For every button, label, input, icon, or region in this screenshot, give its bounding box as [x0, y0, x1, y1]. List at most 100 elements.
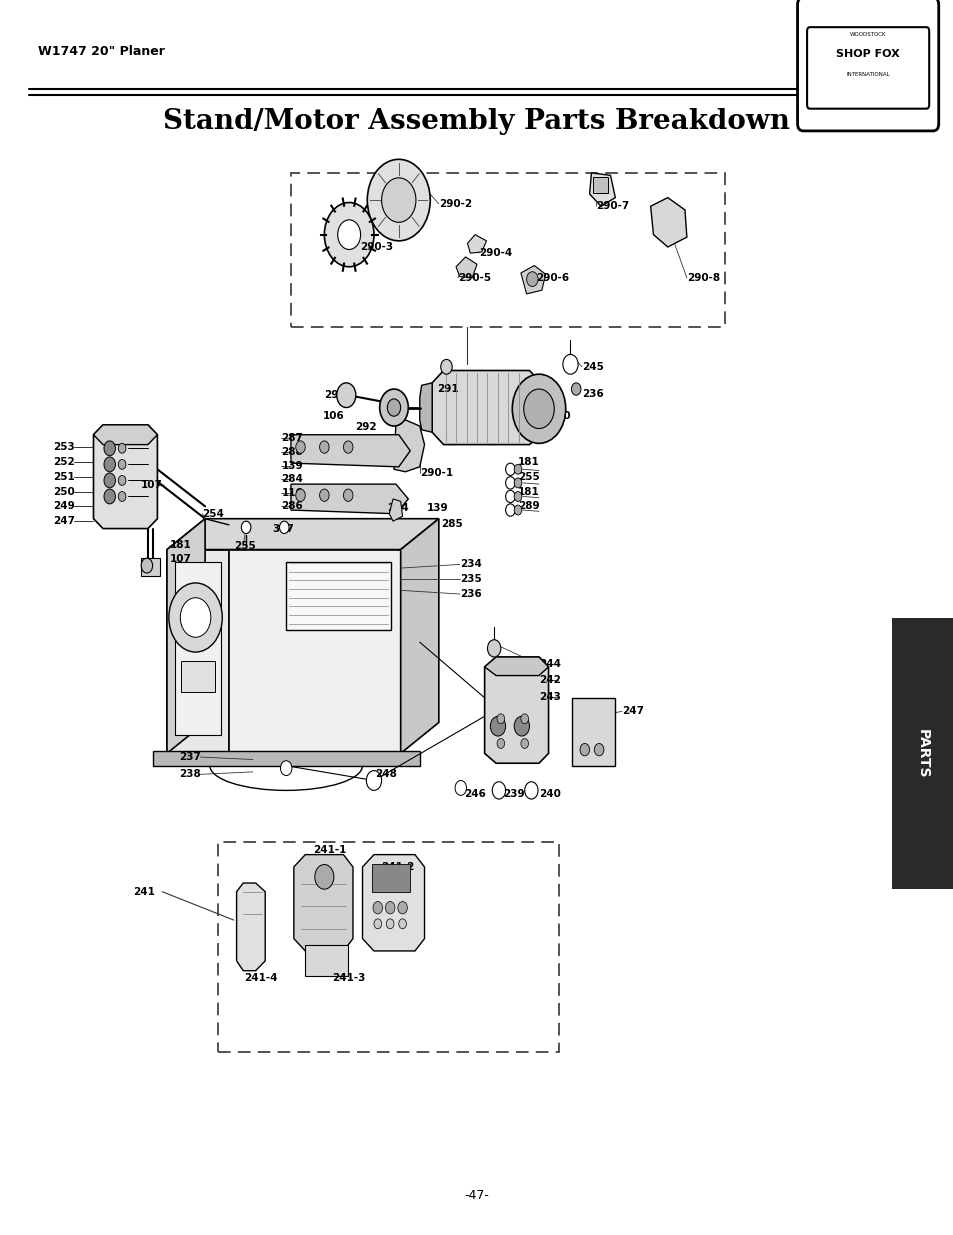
Circle shape	[562, 354, 578, 374]
Polygon shape	[294, 855, 353, 951]
Circle shape	[440, 359, 452, 374]
Polygon shape	[174, 562, 221, 735]
Circle shape	[487, 640, 500, 657]
Text: SHOP FOX: SHOP FOX	[836, 49, 899, 59]
Circle shape	[319, 441, 329, 453]
Circle shape	[343, 489, 353, 501]
Text: 107: 107	[170, 555, 192, 564]
Circle shape	[314, 864, 334, 889]
Circle shape	[180, 598, 211, 637]
Circle shape	[505, 477, 515, 489]
Text: 236: 236	[581, 389, 603, 399]
Text: 242: 242	[538, 676, 560, 685]
Text: 181: 181	[170, 540, 192, 550]
Polygon shape	[456, 257, 476, 278]
Text: 289: 289	[517, 501, 539, 511]
Circle shape	[241, 521, 251, 534]
Text: 291: 291	[436, 384, 458, 394]
Circle shape	[397, 902, 407, 914]
Circle shape	[366, 771, 381, 790]
Text: 290-3: 290-3	[360, 242, 394, 252]
Text: 250: 250	[53, 487, 75, 496]
Polygon shape	[400, 519, 438, 753]
Text: 139: 139	[426, 503, 448, 513]
Circle shape	[514, 716, 529, 736]
Text: 234: 234	[459, 559, 481, 569]
Circle shape	[571, 383, 580, 395]
Polygon shape	[467, 235, 486, 253]
Circle shape	[374, 919, 381, 929]
Polygon shape	[389, 499, 402, 521]
Text: INTERNATIONAL: INTERNATIONAL	[845, 72, 889, 77]
Text: 255: 255	[517, 472, 539, 482]
Circle shape	[385, 902, 395, 914]
Bar	[217, 842, 558, 1052]
Circle shape	[524, 782, 537, 799]
Text: 241: 241	[133, 887, 155, 897]
Circle shape	[280, 761, 292, 776]
Polygon shape	[286, 562, 391, 630]
Circle shape	[497, 714, 504, 724]
Polygon shape	[167, 519, 438, 550]
Polygon shape	[93, 425, 157, 529]
Circle shape	[455, 781, 466, 795]
Circle shape	[398, 919, 406, 929]
Circle shape	[104, 441, 115, 456]
Text: 181: 181	[517, 487, 539, 496]
Text: -47-: -47-	[464, 1189, 489, 1202]
Circle shape	[104, 489, 115, 504]
Circle shape	[514, 464, 521, 474]
Text: 290-6: 290-6	[536, 273, 569, 283]
Text: 245: 245	[581, 362, 603, 372]
Text: 237: 237	[179, 752, 201, 762]
Circle shape	[514, 478, 521, 488]
Circle shape	[336, 383, 355, 408]
Polygon shape	[520, 266, 545, 294]
Polygon shape	[589, 173, 615, 206]
Circle shape	[514, 505, 521, 515]
Text: 290-5: 290-5	[457, 273, 491, 283]
Circle shape	[367, 159, 430, 241]
Text: W1747 20" Planer: W1747 20" Planer	[38, 46, 165, 58]
Polygon shape	[152, 751, 419, 766]
Text: 290-7: 290-7	[596, 201, 629, 211]
Polygon shape	[419, 383, 432, 432]
Text: 254: 254	[202, 509, 224, 519]
Polygon shape	[291, 435, 410, 467]
Text: 116: 116	[281, 488, 303, 498]
Polygon shape	[167, 550, 229, 753]
Text: 252: 252	[53, 457, 75, 467]
Text: 243: 243	[538, 692, 560, 701]
FancyBboxPatch shape	[806, 27, 928, 109]
Text: 246: 246	[464, 789, 486, 799]
Polygon shape	[432, 370, 543, 445]
Polygon shape	[291, 484, 408, 514]
Text: 255: 255	[233, 541, 255, 551]
Bar	[141, 558, 160, 576]
Text: 307: 307	[272, 524, 294, 534]
Text: Stand/Motor Assembly Parts Breakdown: Stand/Motor Assembly Parts Breakdown	[163, 107, 790, 135]
Circle shape	[497, 739, 504, 748]
Text: 106: 106	[322, 411, 344, 421]
Circle shape	[295, 489, 305, 501]
Circle shape	[141, 558, 152, 573]
Circle shape	[505, 463, 515, 475]
Text: 247: 247	[53, 516, 75, 526]
Circle shape	[514, 492, 521, 501]
Circle shape	[381, 178, 416, 222]
Circle shape	[526, 272, 537, 287]
Circle shape	[386, 919, 394, 929]
Text: 139: 139	[281, 461, 303, 471]
Bar	[891, 618, 953, 889]
Circle shape	[118, 459, 126, 469]
Text: 286: 286	[281, 501, 303, 511]
Text: 253: 253	[53, 442, 75, 452]
Circle shape	[579, 743, 589, 756]
Circle shape	[118, 443, 126, 453]
Text: 285: 285	[440, 519, 462, 529]
Circle shape	[505, 490, 515, 503]
Circle shape	[520, 739, 528, 748]
Text: 290-8: 290-8	[686, 273, 720, 283]
Circle shape	[343, 441, 353, 453]
Text: 181: 181	[517, 457, 539, 467]
